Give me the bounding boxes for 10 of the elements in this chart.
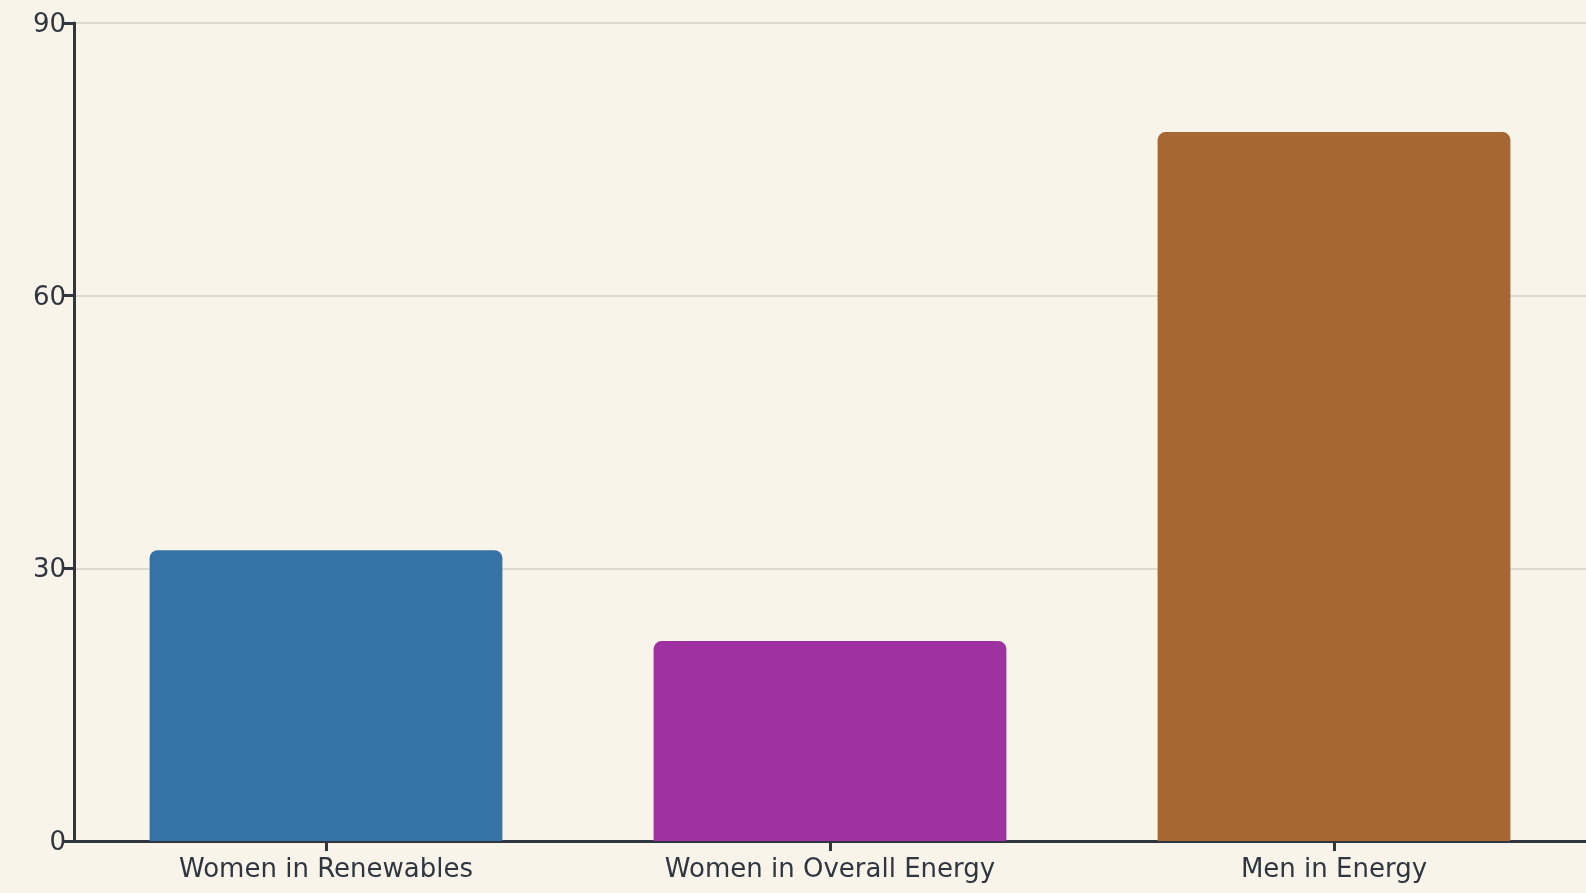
bar [653, 641, 1007, 841]
x-tick-label: Men in Energy [1240, 853, 1428, 883]
bar [1157, 132, 1511, 841]
x-tick-label: Women in Renewables [179, 853, 473, 883]
x-tick-label: Women in Overall Energy [664, 853, 996, 883]
y-tick-label: 60 [32, 280, 66, 311]
y-tick-label: 90 [32, 8, 66, 38]
bar [149, 550, 503, 841]
y-tick-label: 0 [49, 826, 66, 856]
y-tick-label: 30 [32, 553, 66, 584]
